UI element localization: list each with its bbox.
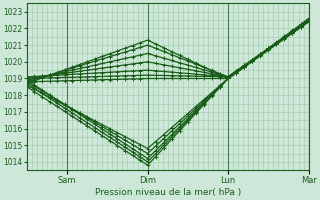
X-axis label: Pression niveau de la mer( hPa ): Pression niveau de la mer( hPa ): [95, 188, 241, 197]
